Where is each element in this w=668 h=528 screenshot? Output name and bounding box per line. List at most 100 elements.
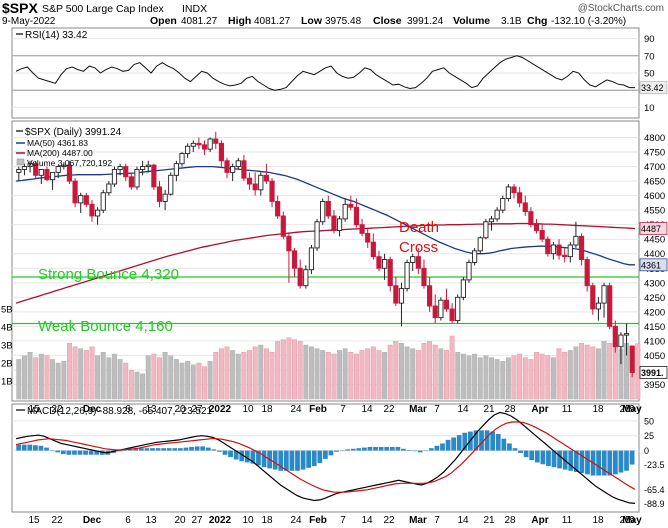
macd-histogram-bar	[233, 450, 239, 460]
price-tag-text: 3991.	[641, 368, 664, 378]
volume-tick-label: 3B	[1, 341, 13, 352]
macd-histogram-bar	[38, 445, 44, 451]
candle-up	[404, 262, 410, 290]
open-label: Open	[150, 15, 177, 27]
candle-down	[156, 186, 163, 202]
volume-bar	[247, 350, 252, 400]
macd-histogram-bar	[534, 450, 540, 463]
macd-histogram-bar	[217, 450, 222, 452]
price-tick-label: 4300	[644, 278, 665, 289]
candle-down	[629, 345, 635, 373]
volume-bar	[595, 348, 601, 400]
macd-histogram-bar	[378, 447, 384, 451]
macd-histogram-bar	[49, 450, 55, 452]
candle-up	[134, 169, 140, 188]
price-x-tick-label: Apr	[531, 404, 548, 415]
security-name: S&P 500 Large Cap Index	[42, 3, 165, 15]
candle-down	[128, 176, 134, 188]
macd-histogram-bar	[239, 450, 245, 462]
candle-up	[477, 237, 483, 252]
volume-bar	[399, 343, 404, 400]
candle-down	[365, 232, 371, 243]
volume-legend-label: Volume 3,067,720,192	[27, 158, 112, 168]
volume-bar	[55, 362, 61, 400]
macd-histogram-bar	[272, 450, 278, 470]
candle-down	[83, 195, 89, 205]
symbol: $SPX	[2, 0, 38, 16]
candle-up	[438, 299, 444, 319]
price-x-tick-label: 21	[483, 404, 495, 415]
candle-down	[331, 215, 337, 231]
candle-down	[151, 164, 157, 188]
volume-bar	[449, 335, 455, 400]
candle-down	[224, 160, 230, 173]
macd-histogram-bar	[150, 448, 155, 451]
volume-bar	[95, 355, 101, 400]
candle-up	[207, 138, 213, 150]
macd-histogram-bar	[350, 448, 356, 451]
exchange: INDX	[182, 3, 207, 15]
high-value: 4081.27	[254, 16, 291, 27]
macd-histogram-bar	[401, 448, 406, 451]
candle-up	[488, 218, 495, 223]
close-label: Close	[373, 15, 402, 27]
macd-x-tick-label: Mar	[409, 515, 427, 526]
volume-bar	[421, 343, 427, 400]
macd-histogram-bar	[507, 443, 512, 451]
price-x-tick-label: 27	[191, 404, 203, 415]
volume-bar	[314, 348, 320, 400]
macd-histogram-bar	[317, 450, 323, 464]
volume-bar	[235, 353, 241, 400]
candle-up	[21, 166, 28, 170]
price-x-tick-label: 7	[434, 404, 440, 415]
macd-x-tick-label: 18	[592, 515, 604, 526]
macd-histogram-bar	[161, 448, 167, 451]
macd-tick-label: 25	[644, 431, 654, 441]
macd-histogram-bar	[596, 450, 602, 476]
price-x-tick-label: 28	[504, 404, 516, 415]
macd-x-tick-label: 27	[191, 515, 203, 526]
macd-x-tick-label: 6	[125, 515, 131, 526]
rsi-legend: RSI(14) 33.42	[16, 30, 88, 41]
strong-bounce-label: Strong Bounce 4,320	[38, 266, 179, 283]
candle-up	[460, 279, 466, 298]
volume-bar	[393, 341, 399, 400]
volume-bar	[494, 359, 500, 400]
candle-up	[308, 247, 315, 271]
volume-tick-label: 5B	[1, 305, 13, 316]
macd-x-tick-label: 14	[361, 515, 373, 526]
macd-histogram-bar	[172, 448, 178, 451]
candle-up	[505, 186, 511, 199]
quote-date: 9-May-2022	[2, 16, 56, 27]
volume-bar	[112, 353, 117, 400]
macd-histogram-bar	[261, 450, 267, 468]
macd-histogram-bar	[445, 439, 451, 451]
candle-up	[258, 174, 264, 191]
macd-x-tick-label: 20	[174, 515, 186, 526]
rsi-tick-label: 90	[644, 34, 655, 45]
volume-bar	[545, 355, 551, 400]
volume-bars	[16, 335, 641, 400]
candle-up	[618, 334, 624, 348]
candle-up	[162, 193, 168, 202]
candle-down	[370, 241, 376, 258]
volume-bar	[27, 352, 33, 400]
candle-down	[66, 164, 73, 182]
macd-histogram-bar	[300, 450, 306, 470]
candle-down	[387, 259, 393, 287]
macd-histogram-bar	[585, 450, 590, 475]
candle-down	[432, 305, 438, 319]
volume-bar	[483, 355, 489, 400]
price-legend-label: $SPX (Daily) 3991.24	[25, 127, 122, 138]
candle-up	[573, 235, 579, 246]
macd-histogram-bar	[557, 450, 562, 469]
macd-histogram-bar	[601, 450, 607, 476]
macd-histogram-bar	[356, 448, 362, 451]
price-x-tick-label: 18	[261, 404, 273, 415]
price-tick-label: 4650	[644, 177, 665, 188]
volume-bar	[590, 346, 596, 400]
rsi-tick-label: 70	[644, 51, 655, 62]
candle-down	[291, 250, 298, 269]
macd-histogram-bar	[72, 450, 77, 455]
volume-bar	[500, 361, 506, 400]
